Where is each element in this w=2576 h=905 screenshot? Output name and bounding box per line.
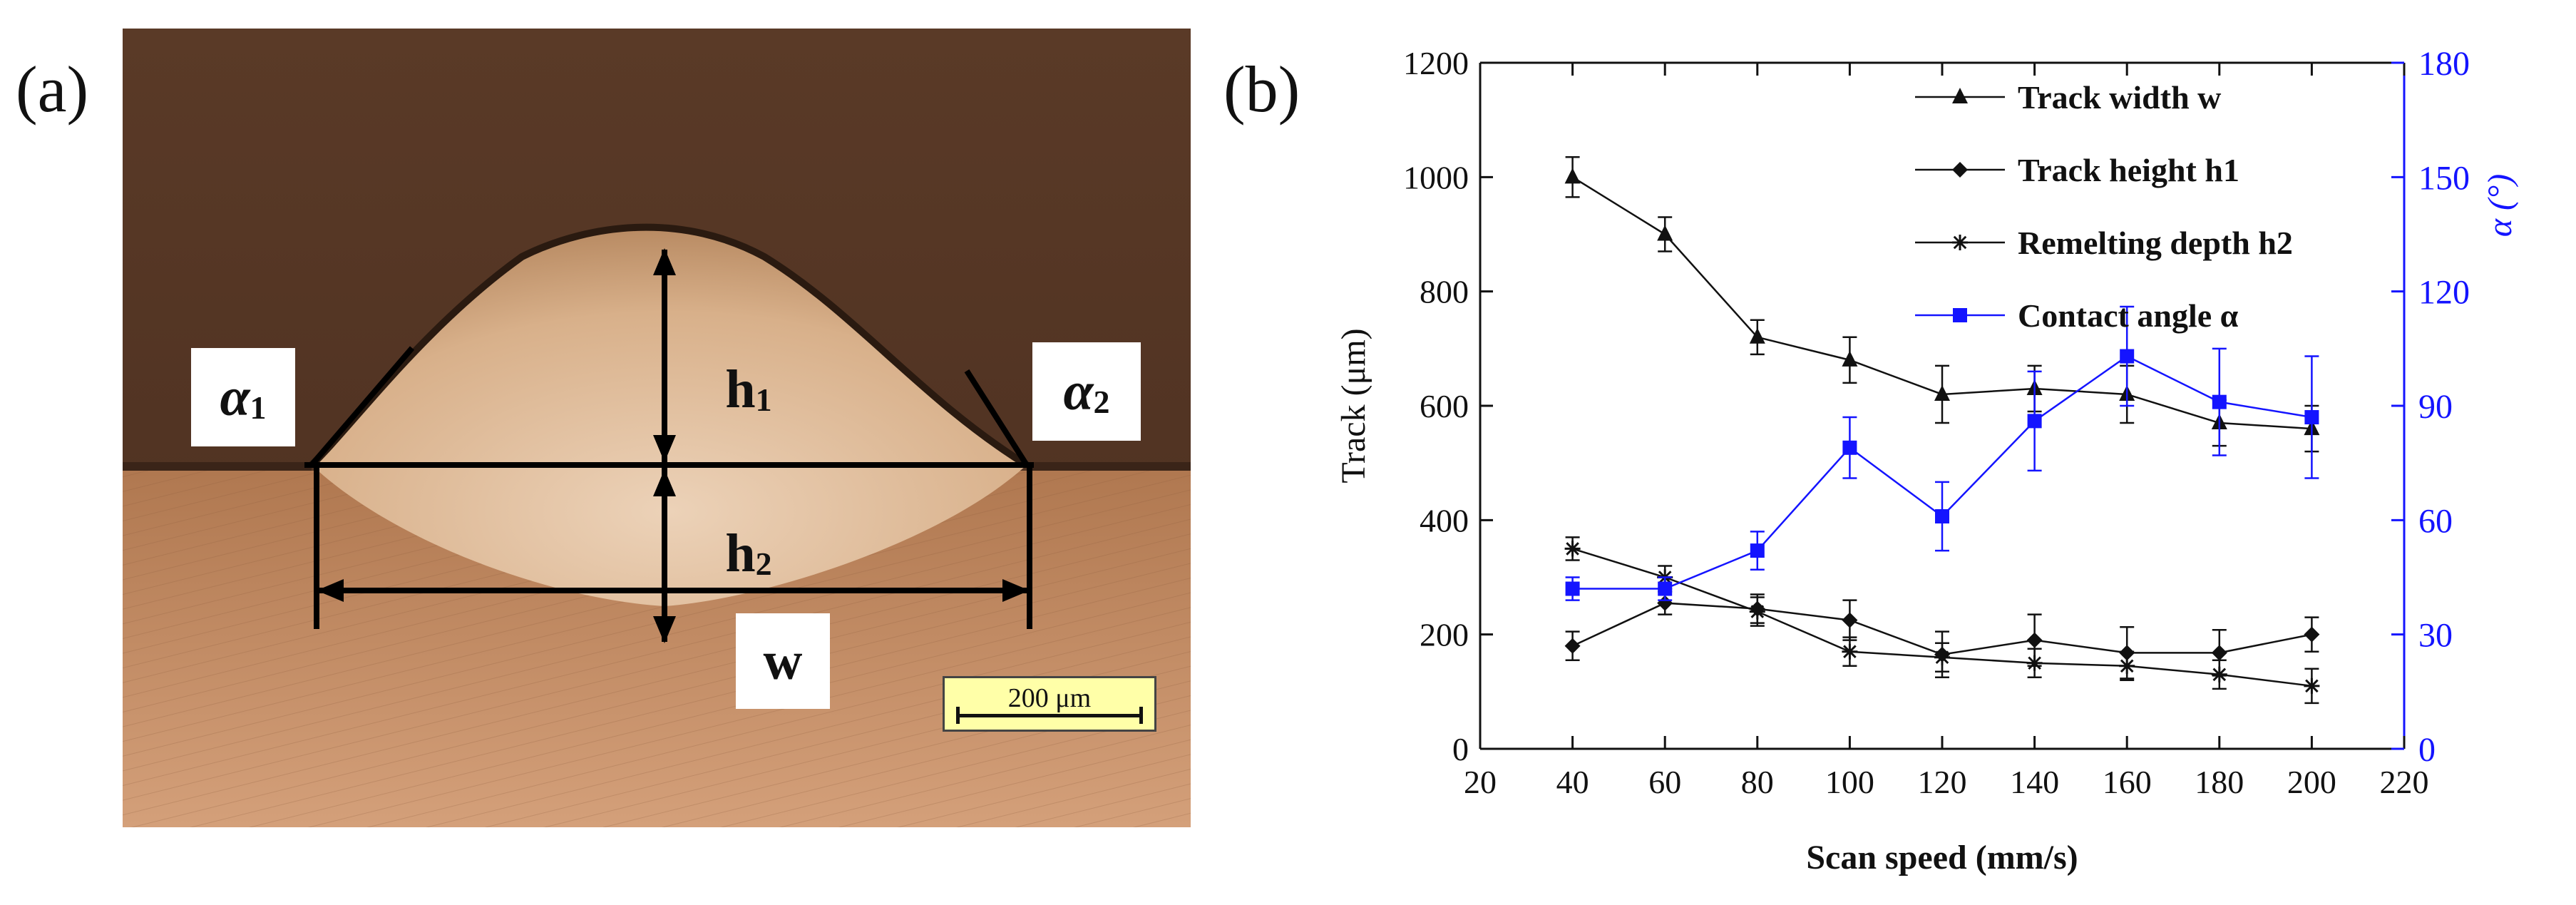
- y-left-tick-label: 600: [1420, 388, 1469, 424]
- panel-a-letter: (a): [16, 53, 89, 126]
- data-point-1-7: [2211, 645, 2227, 661]
- y-left-tick-label: 1000: [1403, 159, 1469, 195]
- y-left-tick-label: 0: [1452, 731, 1469, 767]
- y-right-tick-label: 120: [2418, 274, 2470, 312]
- data-point-2-3: [1842, 643, 1858, 660]
- scale-bar-label: 200 μm: [1007, 683, 1092, 713]
- data-point-2-8: [2304, 678, 2320, 694]
- data-point-1-5: [2026, 632, 2043, 648]
- data-point-3-7: [2212, 394, 2227, 409]
- data-point-1-3: [1842, 612, 1858, 628]
- x-tick-label: 100: [1825, 764, 1874, 800]
- data-point-3-0: [1565, 581, 1580, 596]
- y-right-tick-label: 30: [2418, 617, 2453, 655]
- data-point-1-0: [1564, 638, 1581, 654]
- x-tick-label: 180: [2195, 764, 2244, 800]
- x-tick-label: 120: [1918, 764, 1967, 800]
- data-point-0-1: [1657, 225, 1673, 241]
- scale-bar: 200 μm: [943, 676, 1156, 732]
- data-point-3-8: [2304, 410, 2319, 425]
- x-tick-label: 220: [2380, 764, 2429, 800]
- y-left-tick-label: 800: [1420, 274, 1469, 310]
- data-point-0-4: [1934, 384, 1950, 401]
- y-right-tick-label: 0: [2418, 731, 2436, 769]
- legend-label-2: Remelting depth h2: [2018, 225, 2293, 261]
- x-tick-label: 60: [1648, 764, 1681, 800]
- x-tick-label: 20: [1464, 764, 1497, 800]
- data-point-0-2: [1749, 327, 1765, 344]
- data-point-3-1: [1658, 581, 1673, 596]
- data-point-2-0: [1564, 541, 1581, 557]
- data-point-3-4: [1935, 508, 1949, 523]
- y-right-tick-label: 90: [2418, 388, 2453, 426]
- legend-label-0: Track width w: [2018, 79, 2221, 116]
- data-point-3-5: [2027, 414, 2042, 429]
- panel-b-letter: (b): [1223, 53, 1300, 126]
- y-left-axis-title: Track (μm): [1335, 328, 1372, 483]
- data-point-0-0: [1564, 168, 1581, 184]
- chart-svg: 20 40 60 80 100 120 140 160 180 200 22002004006008…: [1335, 45, 2519, 876]
- legend-marker-2: [1952, 235, 1968, 250]
- y-right-tick-label: 60: [2418, 502, 2453, 540]
- x-axis-title: Scan speed (mm/s): [1806, 839, 2078, 876]
- x-tick-label: 200: [2287, 764, 2336, 800]
- x-tick-label: 80: [1741, 764, 1774, 800]
- w-label: w: [736, 613, 830, 709]
- y-left-tick-label: 200: [1420, 617, 1469, 653]
- x-tick-label: 140: [2010, 764, 2059, 800]
- legend-marker-3: [1953, 308, 1967, 322]
- y-right-tick-label: 150: [2418, 159, 2470, 197]
- data-point-3-3: [1842, 440, 1857, 455]
- y-right-axis-title: α (°): [2481, 174, 2519, 237]
- legend-marker-0: [1952, 88, 1968, 103]
- data-point-2-7: [2211, 666, 2227, 682]
- data-point-2-4: [1934, 649, 1950, 665]
- y-right-tick-label: 180: [2418, 45, 2470, 83]
- data-point-2-6: [2119, 658, 2135, 674]
- y-left-tick-label: 400: [1420, 502, 1469, 538]
- x-tick-label: 40: [1556, 764, 1589, 800]
- data-point-0-3: [1842, 350, 1858, 367]
- data-point-2-5: [2026, 655, 2043, 671]
- data-point-1-8: [2304, 626, 2320, 643]
- y-left-tick-label: 1200: [1403, 45, 1469, 81]
- legend-marker-1: [1952, 162, 1968, 178]
- data-point-1-1: [1657, 595, 1673, 611]
- data-point-3-6: [2120, 349, 2135, 364]
- x-tick-label: 160: [2103, 764, 2152, 800]
- legend-label-1: Track height h1: [2018, 152, 2239, 188]
- data-point-2-2: [1749, 603, 1765, 620]
- data-point-3-2: [1750, 543, 1765, 558]
- micrograph-drawing: [123, 29, 1191, 827]
- legend-label-3: Contact angle α: [2018, 297, 2239, 334]
